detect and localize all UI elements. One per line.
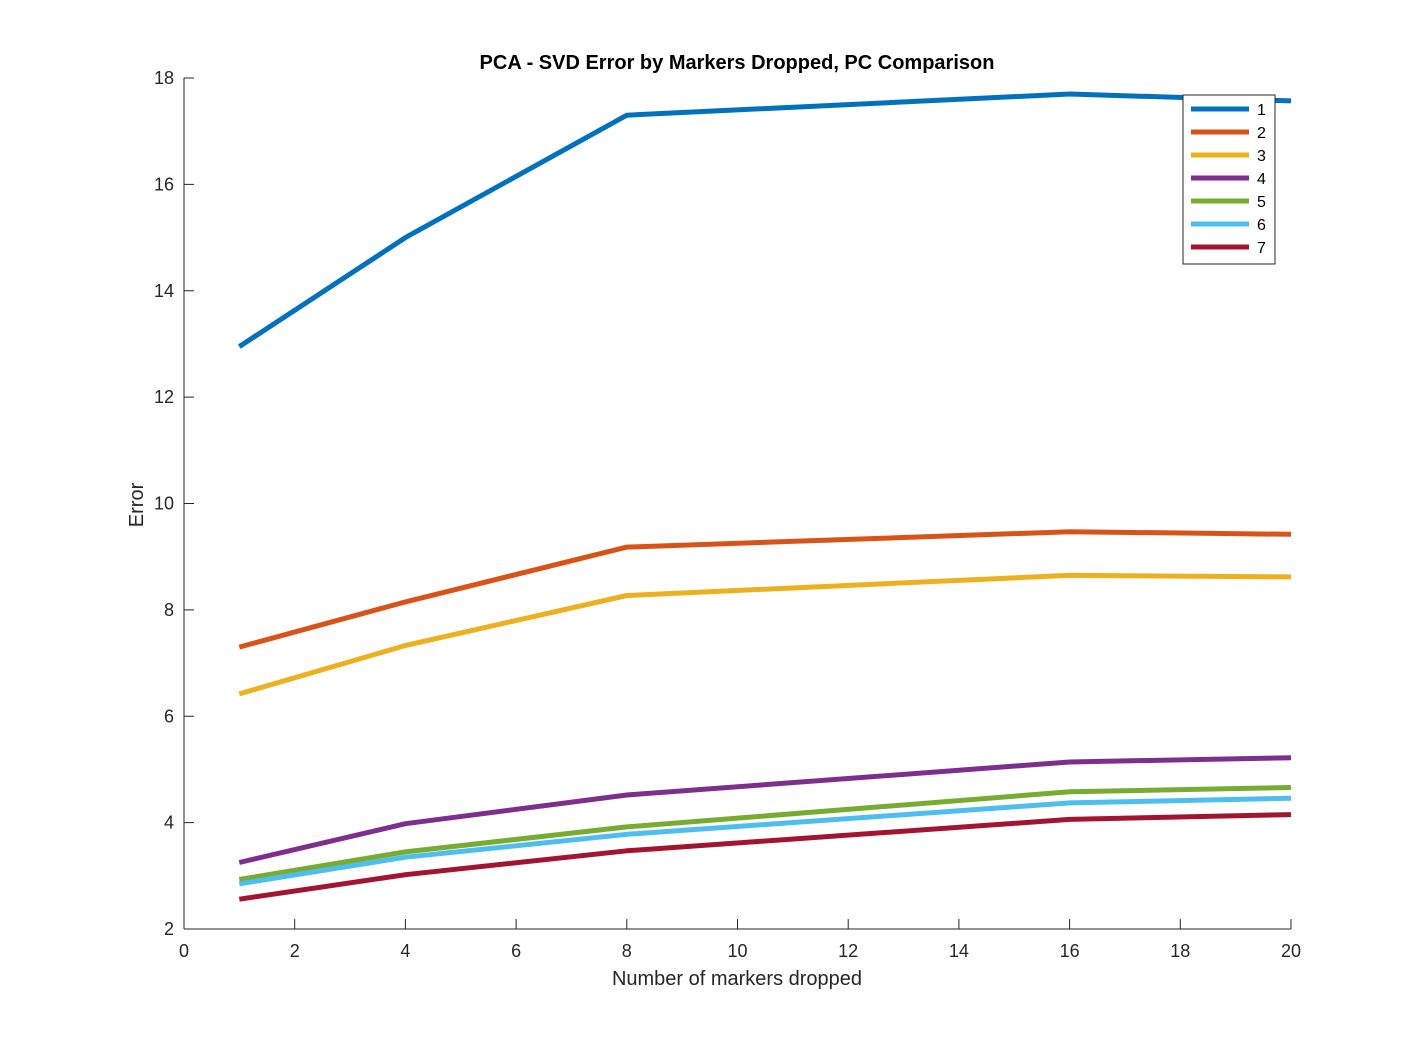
x-tick-label: 12 <box>838 941 858 961</box>
x-tick-label: 20 <box>1281 941 1301 961</box>
legend: 1 2 3 4 5 6 7 <box>1182 94 1276 265</box>
series-line-1 <box>237 91 1292 349</box>
legend-label: 6 <box>1257 217 1266 234</box>
y-tick-label: 16 <box>154 174 174 194</box>
legend-label: 5 <box>1257 194 1266 211</box>
x-tick-label: 14 <box>949 941 969 961</box>
y-tick-label: 8 <box>164 600 174 620</box>
y-tick-label: 12 <box>154 387 174 407</box>
x-tick-label: 10 <box>727 941 747 961</box>
series-line-5 <box>238 785 1292 882</box>
series-line-2 <box>238 529 1292 650</box>
legend-label: 3 <box>1257 148 1266 165</box>
y-tick-label: 4 <box>164 813 174 833</box>
legend-label: 1 <box>1257 102 1266 119</box>
x-tick-label: 0 <box>179 941 189 961</box>
x-axis-label: Number of markers dropped <box>612 968 862 990</box>
x-tick-label: 18 <box>1170 941 1190 961</box>
series-line-4 <box>238 755 1292 865</box>
y-axis-label: Error <box>126 482 148 527</box>
legend-label: 7 <box>1257 240 1266 257</box>
legend-label: 2 <box>1257 125 1266 142</box>
series-line-3 <box>238 572 1292 697</box>
series-line-6 <box>238 795 1292 887</box>
y-tick-label: 18 <box>154 68 174 88</box>
x-tick-label: 6 <box>511 941 521 961</box>
y-tick-label: 2 <box>164 919 174 939</box>
chart-title: PCA - SVD Error by Markers Dropped, PC C… <box>480 52 995 74</box>
x-tick-label: 16 <box>1060 941 1080 961</box>
x-axis: 0 2 4 6 8 10 12 14 16 18 20 <box>179 919 1301 961</box>
legend-label: 4 <box>1257 171 1266 188</box>
y-tick-label: 6 <box>164 706 174 726</box>
y-axis: 2 4 6 8 10 12 14 16 18 <box>154 68 194 939</box>
series-line-7 <box>238 812 1292 902</box>
x-tick-label: 8 <box>622 941 632 961</box>
series-group <box>237 91 1292 902</box>
x-tick-label: 2 <box>290 941 300 961</box>
y-tick-label: 10 <box>154 494 174 514</box>
x-tick-label: 4 <box>400 941 410 961</box>
y-tick-label: 14 <box>154 281 174 301</box>
